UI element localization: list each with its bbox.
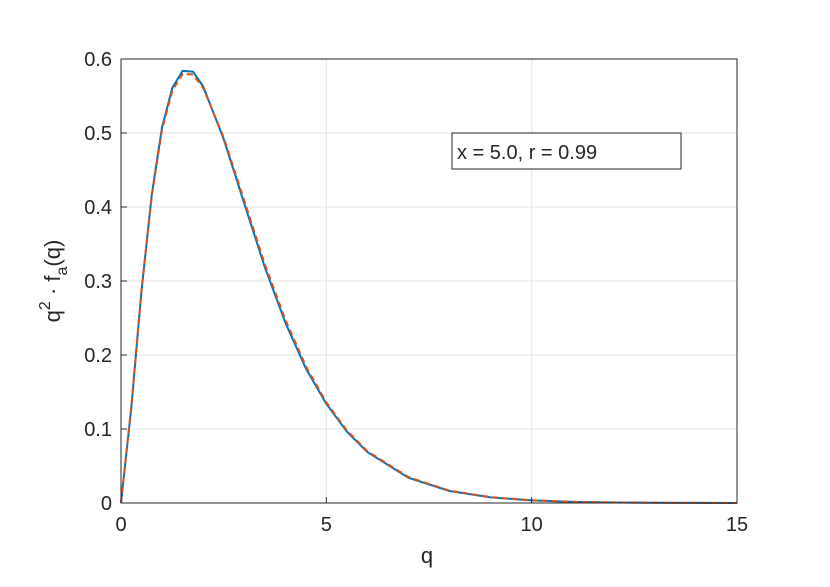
x-tick-label: 0 [115,514,126,536]
y-label-part: · f [40,275,65,302]
y-label-part: a [54,266,71,275]
x-tick-label: 10 [521,514,543,536]
y-tick-label: 0.5 [84,123,112,145]
x-tick-label: 5 [321,514,332,536]
y-label-part: (q) [40,240,65,267]
x-tick-label: 15 [726,514,748,536]
plot-lines [120,69,738,504]
ticks: 0 5 10 15 0 0.1 0.2 0.3 0.4 0.5 0.6 [84,49,748,536]
y-axis-label: q2 · fa(q) [37,240,71,323]
y-tick-label: 0.4 [84,197,112,219]
y-label-part: 2 [37,301,54,310]
y-label-part: q [40,310,65,322]
annotation: x = 5.0, r = 0.99 [457,142,597,164]
y-tick-label: 0.2 [84,345,112,367]
x-axis-label: q [421,543,433,568]
y-tick-label: 0 [101,493,112,515]
y-tick-label: 0.1 [84,419,112,441]
y-tick-label: 0.6 [84,49,112,71]
y-tick-label: 0.3 [84,271,112,293]
annotation-box [451,132,682,170]
series-line [120,72,738,504]
